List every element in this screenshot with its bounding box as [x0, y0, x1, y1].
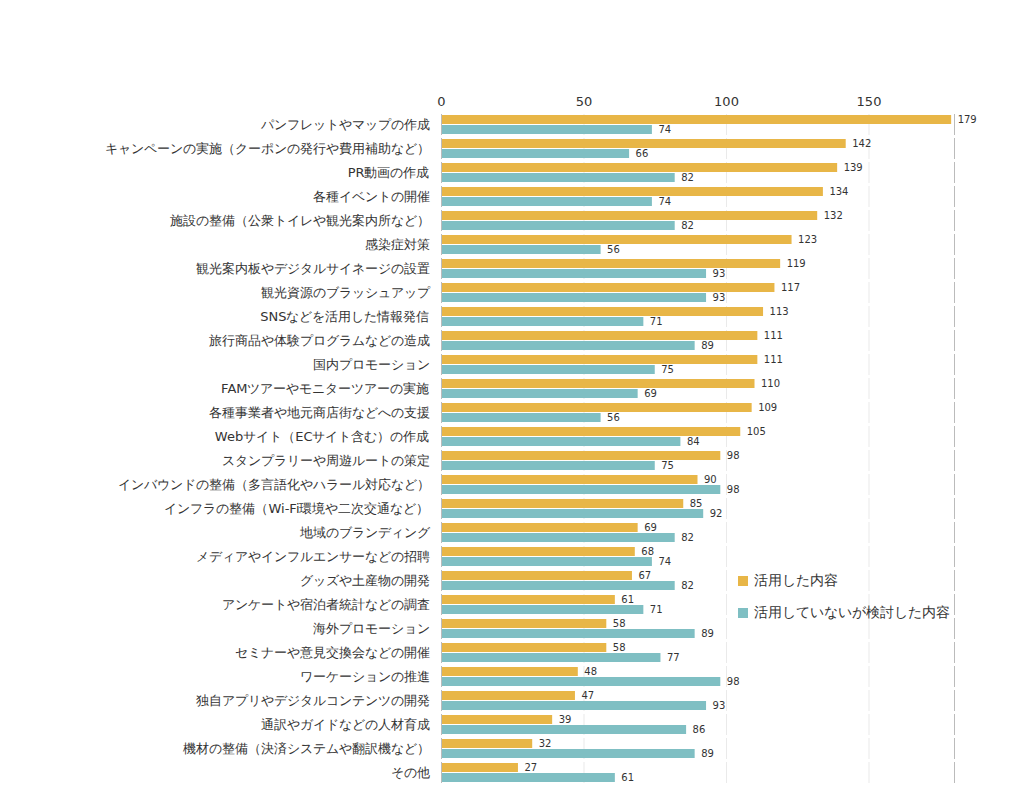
svg-text:134: 134: [829, 186, 848, 197]
svg-text:56: 56: [607, 412, 620, 423]
svg-text:98: 98: [727, 676, 740, 687]
svg-text:各種イベントの開催: 各種イベントの開催: [313, 189, 430, 204]
svg-text:179: 179: [958, 114, 977, 125]
svg-text:119: 119: [787, 258, 806, 269]
svg-text:90: 90: [704, 474, 717, 485]
svg-text:82: 82: [681, 220, 694, 231]
svg-text:メディアやインフルエンサーなどの招聘: メディアやインフルエンサーなどの招聘: [196, 549, 430, 564]
svg-text:75: 75: [661, 460, 674, 471]
svg-text:82: 82: [681, 532, 694, 543]
svg-text:通訳やガイドなどの人材育成: 通訳やガイドなどの人材育成: [261, 717, 430, 732]
svg-text:69: 69: [644, 388, 657, 399]
svg-text:スタンプラリーや周遊ルートの策定: スタンプラリーや周遊ルートの策定: [222, 453, 430, 468]
svg-text:独自アプリやデジタルコンテンツの開発: 独自アプリやデジタルコンテンツの開発: [196, 693, 430, 708]
svg-text:セミナーや意見交換会などの開催: セミナーや意見交換会などの開催: [235, 645, 430, 660]
svg-text:56: 56: [607, 244, 620, 255]
svg-text:82: 82: [681, 580, 694, 591]
svg-text:105: 105: [747, 426, 766, 437]
svg-text:109: 109: [758, 402, 777, 413]
svg-text:インフラの整備（Wi-Fi環境や二次交通など）: インフラの整備（Wi-Fi環境や二次交通など）: [164, 501, 429, 516]
svg-text:キャンペーンの実施（クーポンの発行や費用補助など）: キャンペーンの実施（クーポンの発行や費用補助など）: [105, 141, 430, 156]
svg-text:74: 74: [658, 556, 671, 567]
svg-text:58: 58: [613, 642, 626, 653]
svg-text:111: 111: [764, 330, 783, 341]
svg-text:48: 48: [584, 666, 597, 677]
html-text:活用していないが検討した内容: 活用していないが検討した内容: [754, 604, 950, 620]
svg-text:47: 47: [581, 690, 594, 701]
svg-text:82: 82: [681, 172, 694, 183]
svg-text:98: 98: [727, 484, 740, 495]
svg-text:50: 50: [576, 94, 593, 109]
svg-text:27: 27: [524, 762, 537, 773]
svg-text:142: 142: [852, 138, 871, 149]
html-text:活用した内容: 活用した内容: [754, 572, 838, 588]
svg-text:58: 58: [613, 618, 626, 629]
svg-text:93: 93: [713, 700, 726, 711]
svg-text:海外プロモーション: 海外プロモーション: [313, 621, 430, 636]
svg-text:139: 139: [844, 162, 863, 173]
svg-text:Webサイト（ECサイト含む）の作成: Webサイト（ECサイト含む）の作成: [215, 429, 430, 444]
svg-text:61: 61: [621, 594, 634, 605]
svg-text:98: 98: [727, 450, 740, 461]
svg-text:39: 39: [559, 714, 572, 725]
svg-text:機材の整備（決済システムや翻訳機など）: 機材の整備（決済システムや翻訳機など）: [183, 741, 430, 756]
svg-text:感染症対策: 感染症対策: [365, 237, 430, 252]
svg-text:その他: その他: [391, 765, 430, 780]
svg-text:89: 89: [701, 748, 714, 759]
svg-text:国内プロモーション: 国内プロモーション: [313, 357, 430, 372]
svg-text:93: 93: [713, 268, 726, 279]
svg-text:113: 113: [770, 306, 789, 317]
svg-text:123: 123: [798, 234, 817, 245]
svg-text:インバウンドの整備（多言語化やハラール対応など）: インバウンドの整備（多言語化やハラール対応など）: [118, 477, 430, 492]
svg-text:グッズや土産物の開発: グッズや土産物の開発: [300, 573, 430, 588]
svg-text:75: 75: [661, 364, 674, 375]
svg-text:71: 71: [650, 316, 663, 327]
svg-text:110: 110: [761, 378, 780, 389]
svg-text:67: 67: [638, 570, 651, 581]
svg-text:SNSなどを活用した情報発信: SNSなどを活用した情報発信: [260, 309, 429, 324]
svg-text:74: 74: [658, 124, 671, 135]
svg-text:89: 89: [701, 340, 714, 351]
svg-text:旅行商品や体験プログラムなどの造成: 旅行商品や体験プログラムなどの造成: [209, 333, 430, 348]
svg-text:89: 89: [701, 628, 714, 639]
svg-text:61: 61: [621, 772, 634, 783]
svg-text:132: 132: [824, 210, 843, 221]
svg-text:71: 71: [650, 604, 663, 615]
svg-text:施設の整備（公衆トイレや観光案内所など）: 施設の整備（公衆トイレや観光案内所など）: [170, 213, 430, 228]
svg-text:100: 100: [714, 94, 739, 109]
svg-text:32: 32: [539, 738, 552, 749]
svg-text:各種事業者や地元商店街などへの支援: 各種事業者や地元商店街などへの支援: [209, 405, 430, 420]
svg-text:74: 74: [658, 196, 671, 207]
svg-text:69: 69: [644, 522, 657, 533]
svg-text:アンケートや宿泊者統計などの調査: アンケートや宿泊者統計などの調査: [222, 597, 430, 612]
svg-text:観光案内板やデジタルサイネージの設置: 観光案内板やデジタルサイネージの設置: [196, 261, 430, 276]
svg-text:85: 85: [690, 498, 703, 509]
svg-text:観光資源のブラッシュアップ: 観光資源のブラッシュアップ: [261, 285, 431, 300]
svg-text:93: 93: [713, 292, 726, 303]
svg-text:68: 68: [641, 546, 654, 557]
svg-text:ワーケーションの推進: ワーケーションの推進: [300, 669, 430, 684]
svg-text:66: 66: [636, 148, 649, 159]
svg-text:92: 92: [710, 508, 723, 519]
svg-text:0: 0: [437, 94, 445, 109]
svg-text:150: 150: [857, 94, 882, 109]
svg-text:111: 111: [764, 354, 783, 365]
svg-text:パンフレットやマップの作成: パンフレットやマップの作成: [260, 117, 430, 132]
svg-text:117: 117: [781, 282, 800, 293]
svg-text:77: 77: [667, 652, 680, 663]
svg-text:PR動画の作成: PR動画の作成: [348, 165, 430, 180]
svg-text:FAMツアーやモニターツアーの実施: FAMツアーやモニターツアーの実施: [221, 381, 429, 396]
svg-text:86: 86: [693, 724, 706, 735]
svg-text:地域のブランディング: 地域のブランディング: [299, 525, 431, 540]
svg-text:84: 84: [687, 436, 700, 447]
